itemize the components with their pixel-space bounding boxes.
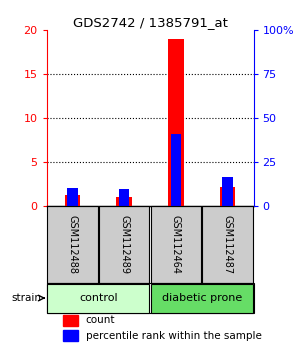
Text: GSM112487: GSM112487 [223,215,232,274]
Text: GDS2742 / 1385791_at: GDS2742 / 1385791_at [73,16,227,29]
Text: GSM112489: GSM112489 [119,215,129,274]
Text: count: count [86,315,115,325]
Bar [151,206,201,283]
Text: strain: strain [11,293,41,303]
Text: percentile rank within the sample: percentile rank within the sample [86,331,262,341]
Text: GSM112488: GSM112488 [68,215,77,274]
Bar [151,284,253,313]
Bar [119,189,129,206]
Bar [67,188,78,206]
Bar [47,206,98,283]
Bar [63,315,78,326]
Bar [47,284,149,313]
Bar [220,187,236,206]
Bar [63,330,78,341]
Text: diabetic prone: diabetic prone [162,293,242,303]
Bar [171,134,181,206]
Bar [223,177,233,206]
Bar [168,39,184,206]
Bar [202,206,253,283]
Text: control: control [79,293,118,303]
Bar [99,206,149,283]
Text: GSM112464: GSM112464 [171,215,181,274]
Bar [116,197,132,206]
Bar [64,195,80,206]
